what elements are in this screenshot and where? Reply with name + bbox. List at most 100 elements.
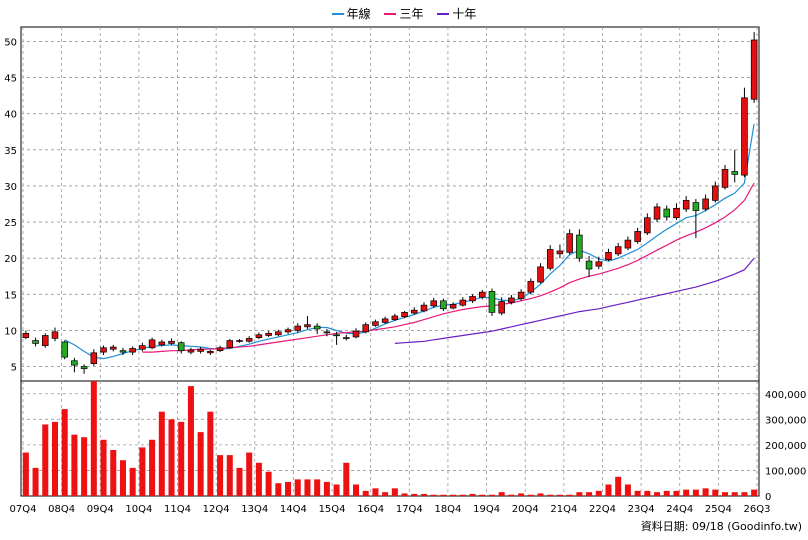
candle-body [682, 200, 690, 210]
volume-bar [527, 494, 534, 496]
volume-bar [51, 421, 58, 496]
candle-body [313, 325, 321, 330]
volume-bar [488, 494, 495, 496]
candle-body [22, 332, 30, 339]
volume-bar [149, 439, 156, 496]
legend-label-three-year: 三年 [399, 7, 424, 21]
x-tick-label: 21Q4 [550, 504, 577, 515]
volume-bar [158, 411, 165, 496]
x-tick-label: 19Q4 [473, 504, 500, 515]
y-tick-label: 15 [4, 290, 17, 301]
volume-bar [683, 489, 690, 496]
x-tick-label: 17Q4 [396, 504, 423, 515]
candle-body [750, 39, 758, 100]
candle-body [653, 206, 661, 220]
volume-bar [71, 434, 78, 496]
candle-body [731, 171, 738, 175]
candle-body [275, 331, 282, 336]
legend-swatch-year-line [331, 12, 344, 15]
volume-bar [605, 484, 612, 496]
candle-body [556, 250, 564, 255]
candle-body [109, 346, 117, 350]
volume-bar [382, 492, 389, 496]
data-date-text: 資料日期: 09/18 [640, 520, 724, 533]
volume-bar [168, 419, 175, 496]
volume-bar [285, 481, 292, 496]
volume-bar [498, 492, 505, 496]
x-tick-label: 10Q4 [125, 504, 152, 515]
y-tick-label: 20 [4, 254, 17, 265]
volume-bar [81, 437, 88, 496]
volume-bar [353, 484, 360, 496]
candle-body [245, 338, 253, 342]
volume-bar [362, 490, 369, 496]
plot-frame [20, 26, 760, 497]
volume-bar [692, 489, 699, 496]
volume-bar [411, 493, 418, 496]
volume-bar [90, 381, 97, 496]
candle-body [168, 340, 175, 344]
volume-bar [624, 484, 631, 496]
x-tick-label: 09Q4 [87, 504, 114, 515]
volume-bar [343, 462, 350, 496]
candle-body [517, 291, 525, 299]
legend-swatch-three-year [384, 12, 397, 15]
candle-body [187, 349, 195, 353]
candle-body [712, 185, 719, 201]
volume-bar [663, 490, 670, 496]
x-tick-label: 13Q4 [241, 504, 268, 515]
data-source-text: (Goodinfo.tw) [727, 520, 802, 533]
x-tick-label: 07Q4 [10, 504, 37, 515]
candle-body [265, 332, 272, 336]
candle-body [614, 246, 622, 255]
volume-bar [654, 492, 661, 496]
volume-bar [275, 483, 282, 496]
candle-body [391, 315, 399, 320]
volume-tick-label: 400,000 [765, 390, 806, 401]
candle-body [498, 301, 505, 314]
volume-bar [518, 493, 525, 496]
y-tick-label: 10 [4, 326, 17, 337]
candle-body [576, 234, 583, 259]
candle-body [207, 351, 214, 354]
volume-bar [508, 494, 515, 496]
volume-bar [731, 492, 738, 496]
volume-bar [265, 471, 272, 496]
candle-body [566, 233, 573, 253]
volume-bar [420, 493, 427, 496]
candle-body [527, 280, 535, 293]
x-tick-label: 18Q4 [434, 504, 461, 515]
candle-body [139, 345, 146, 350]
legend-label-year-line: 年線 [346, 7, 371, 21]
volume-bar [372, 488, 379, 496]
candle-body [401, 312, 408, 318]
candle-body [255, 334, 263, 339]
volume-tick-label: 300,000 [765, 415, 806, 426]
candle-body [352, 330, 360, 338]
volume-bar [634, 490, 641, 496]
y-tick-label: 5 [11, 363, 17, 374]
legend-item-ten-year: 十年 [437, 5, 476, 22]
candle-body [129, 348, 136, 353]
candle-body [80, 366, 88, 370]
volume-bar [314, 479, 321, 496]
candle-body [692, 202, 700, 211]
y-tick-label: 30 [4, 182, 17, 193]
candle-body [333, 334, 340, 337]
candle-body [478, 291, 486, 298]
x-tick-label: 14Q4 [280, 504, 307, 515]
volume-bar [207, 411, 214, 496]
candle-body [537, 266, 544, 283]
candle-body [323, 331, 331, 334]
candle-body [721, 168, 729, 188]
candle-body [51, 331, 59, 339]
volume-bar [129, 467, 136, 496]
candle-body [61, 341, 68, 358]
x-tick-label: 12Q4 [203, 504, 230, 515]
legend-swatch-ten-year [437, 12, 450, 15]
candle-body [304, 324, 311, 328]
volume-bar [246, 452, 253, 496]
ma-line [394, 257, 755, 344]
volume-bar [469, 493, 476, 496]
candle-body [663, 208, 671, 218]
